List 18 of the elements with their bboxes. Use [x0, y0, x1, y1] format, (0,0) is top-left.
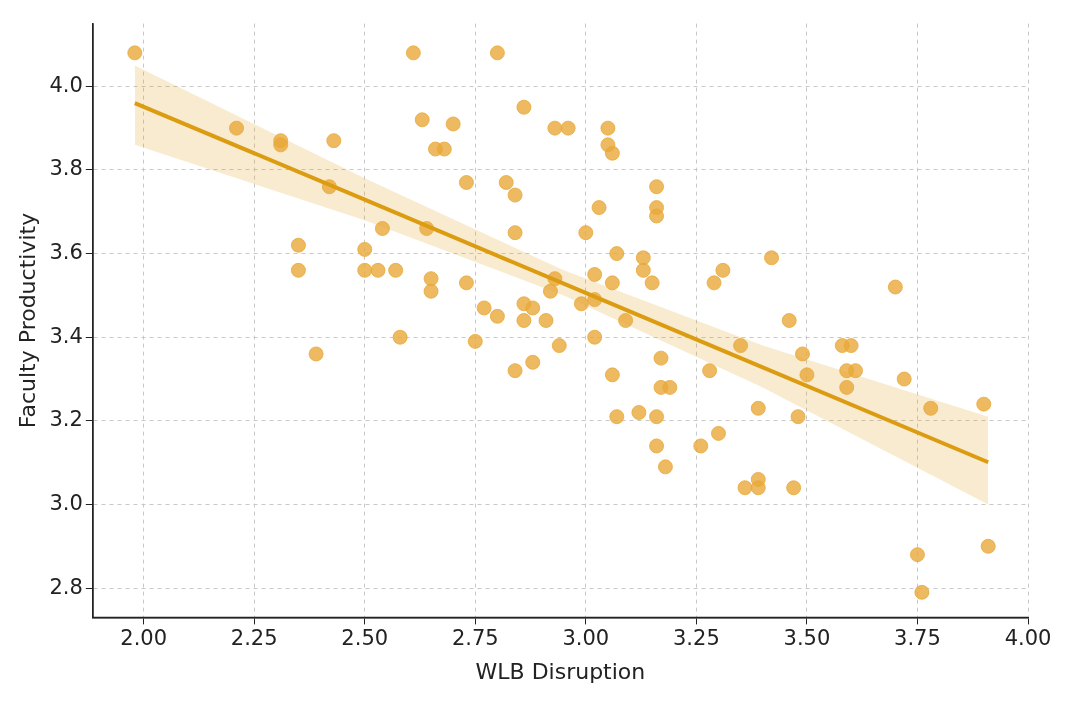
x-axis-title: WLB Disruption — [475, 658, 646, 684]
y-tick-label: 2.8 — [49, 574, 83, 599]
x-tick-label: 3.00 — [562, 626, 610, 651]
y-tick-label: 3.0 — [49, 490, 83, 515]
x-tick-label: 2.50 — [341, 626, 389, 651]
y-tick-label: 4.0 — [49, 72, 83, 97]
x-tick-label: 4.00 — [1004, 626, 1052, 651]
x-tick-label: 3.25 — [672, 626, 720, 651]
x-tick-label: 3.75 — [894, 626, 941, 651]
y-tick-label: 3.4 — [49, 323, 83, 348]
x-tick-label: 3.50 — [783, 626, 831, 651]
x-tick-label: 2.00 — [120, 626, 168, 651]
x-tick-label: 2.75 — [451, 626, 499, 651]
y-tick-label: 3.6 — [49, 240, 83, 265]
x-tick-label: 2.25 — [230, 626, 278, 651]
y-tick-label: 3.2 — [49, 407, 83, 432]
y-tick-label: 3.8 — [49, 156, 83, 181]
y-axis-title: Faculty Productivity — [14, 212, 40, 429]
